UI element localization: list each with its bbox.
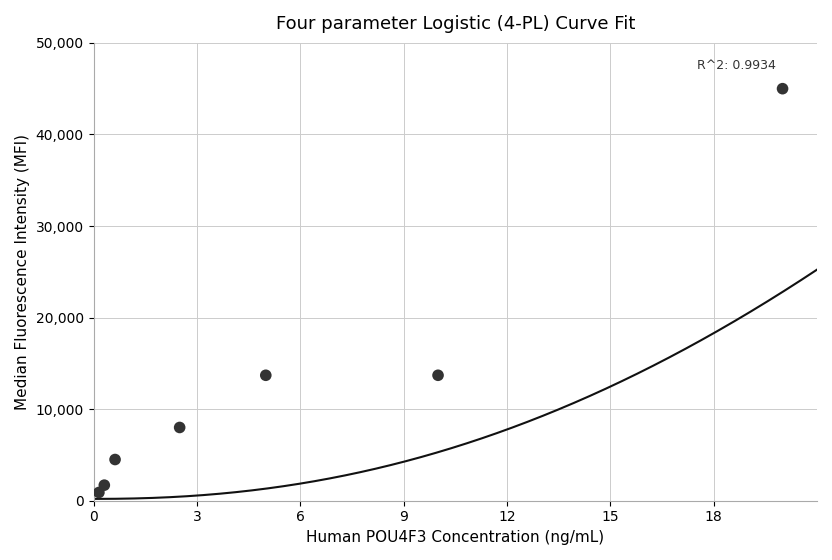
Point — [108, 455, 121, 464]
Point — [92, 488, 106, 497]
Point — [776, 84, 790, 93]
X-axis label: Human POU4F3 Concentration (ng/mL): Human POU4F3 Concentration (ng/mL) — [306, 530, 604, 545]
Point — [431, 371, 444, 380]
Text: R^2: 0.9934: R^2: 0.9934 — [696, 59, 775, 72]
Point — [173, 423, 186, 432]
Title: Four parameter Logistic (4-PL) Curve Fit: Four parameter Logistic (4-PL) Curve Fit — [275, 15, 635, 33]
Point — [259, 371, 272, 380]
Point — [97, 480, 111, 489]
Y-axis label: Median Fluorescence Intensity (MFI): Median Fluorescence Intensity (MFI) — [15, 134, 30, 410]
